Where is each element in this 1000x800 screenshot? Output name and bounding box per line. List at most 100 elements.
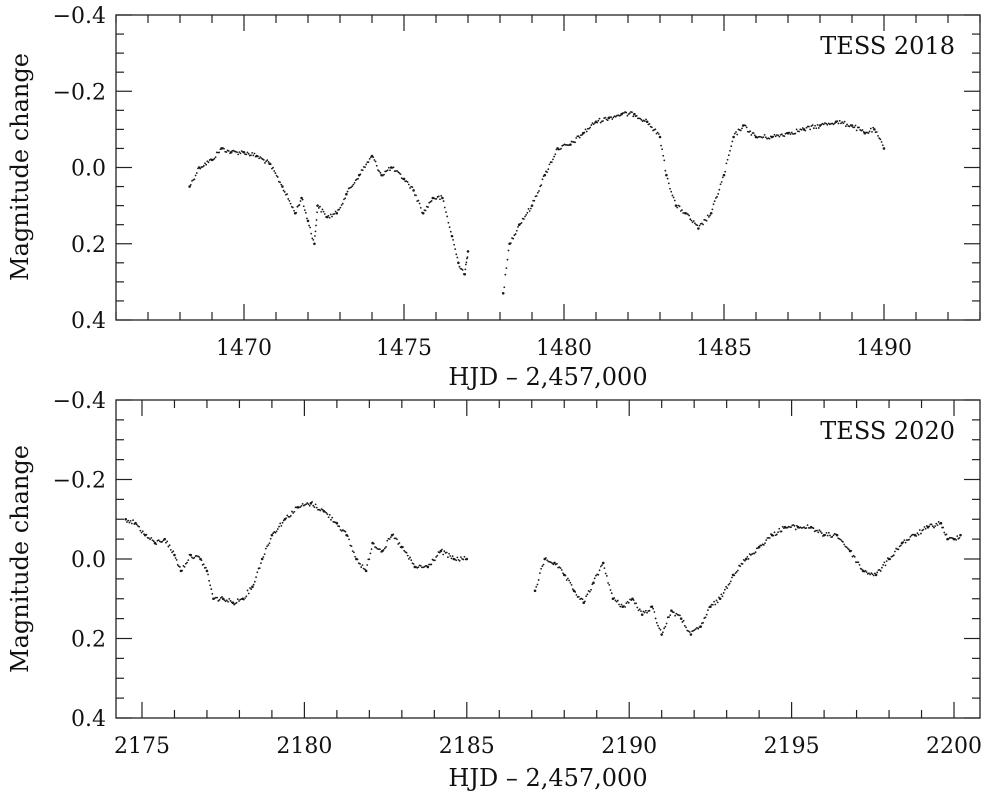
data-point: [654, 617, 657, 620]
data-point: [300, 504, 303, 507]
data-point: [161, 540, 164, 543]
data-point: [353, 181, 356, 184]
data-point: [768, 137, 771, 140]
data-point: [623, 605, 625, 607]
data-point: [219, 148, 222, 151]
data-point: [205, 163, 208, 166]
data-point: [536, 583, 539, 586]
data-point: [649, 605, 652, 608]
y-tick-label: 0.0: [71, 157, 106, 182]
data-point: [538, 572, 541, 575]
data-point: [264, 162, 266, 164]
data-point: [253, 152, 256, 155]
data-point: [249, 587, 251, 589]
data-point: [202, 563, 205, 566]
data-point: [624, 606, 627, 608]
x-axis-ticks: 2175 2180 2185 2190 2195 2200: [114, 400, 982, 759]
data-point: [466, 257, 468, 260]
data-point: [425, 564, 428, 567]
data-point: [627, 602, 630, 604]
data-point: [711, 603, 714, 606]
data-point: [720, 181, 723, 183]
data-point: [452, 238, 454, 241]
data-point: [878, 569, 881, 571]
data-point: [853, 555, 856, 558]
data-point: [386, 539, 389, 542]
data-point: [194, 174, 197, 177]
data-point: [854, 124, 857, 127]
data-point: [581, 598, 584, 601]
data-point: [731, 576, 733, 579]
data-point: [550, 161, 553, 164]
data-point: [208, 579, 211, 582]
data-point: [683, 212, 686, 214]
data-point: [614, 599, 617, 602]
data-point: [753, 134, 756, 137]
data-point: [540, 184, 543, 187]
data-point: [447, 221, 450, 224]
data-point: [849, 124, 852, 126]
data-point: [734, 572, 737, 575]
data-point: [356, 558, 359, 561]
data-point: [530, 204, 534, 207]
data-point: [922, 528, 925, 531]
data-point: [833, 122, 836, 125]
data-point: [455, 559, 458, 562]
data-point: [236, 151, 238, 154]
data-point: [825, 531, 828, 534]
data-point: [454, 248, 457, 251]
data-point: [631, 597, 634, 601]
data-point: [694, 222, 696, 225]
data-point: [681, 209, 683, 211]
data-point: [230, 601, 233, 604]
data-point: [829, 534, 831, 537]
data-point: [182, 565, 185, 567]
data-point: [702, 621, 704, 624]
data-point: [635, 602, 638, 605]
data-point: [590, 124, 593, 126]
data-point: [513, 234, 516, 237]
data-point: [380, 551, 383, 553]
data-point: [151, 539, 154, 542]
data-point: [719, 183, 722, 186]
data-point: [658, 627, 661, 630]
data-point: [313, 242, 316, 246]
data-point: [446, 215, 449, 218]
data-point: [129, 519, 132, 522]
data-point: [223, 147, 225, 150]
data-point: [869, 127, 872, 130]
data-point: [853, 126, 856, 129]
data-point: [903, 539, 906, 542]
data-point: [435, 556, 437, 558]
data-point: [299, 200, 302, 202]
data-point: [537, 579, 540, 581]
data-point: [535, 585, 538, 588]
data-point: [503, 286, 506, 289]
data-point: [283, 191, 286, 193]
data-point: [845, 546, 848, 549]
data-point: [727, 584, 730, 586]
data-point: [351, 185, 354, 188]
data-point: [882, 564, 885, 566]
data-point: [173, 553, 176, 557]
data-point: [265, 160, 268, 163]
data-point: [524, 215, 526, 218]
data-point: [625, 111, 628, 114]
data-point: [225, 599, 228, 602]
data-point: [706, 214, 709, 217]
data-point: [407, 183, 410, 186]
data-point: [846, 547, 849, 550]
data-point: [775, 533, 778, 536]
data-point: [881, 566, 883, 569]
data-point: [925, 525, 928, 527]
data-point: [398, 172, 401, 174]
data-point: [891, 555, 894, 558]
data-point: [696, 224, 699, 227]
data-point: [683, 624, 686, 627]
data-point: [424, 209, 427, 212]
data-point: [406, 554, 409, 557]
data-point: [279, 522, 282, 525]
data-point: [835, 533, 837, 536]
data-point: [528, 210, 531, 212]
data-point: [541, 565, 544, 568]
